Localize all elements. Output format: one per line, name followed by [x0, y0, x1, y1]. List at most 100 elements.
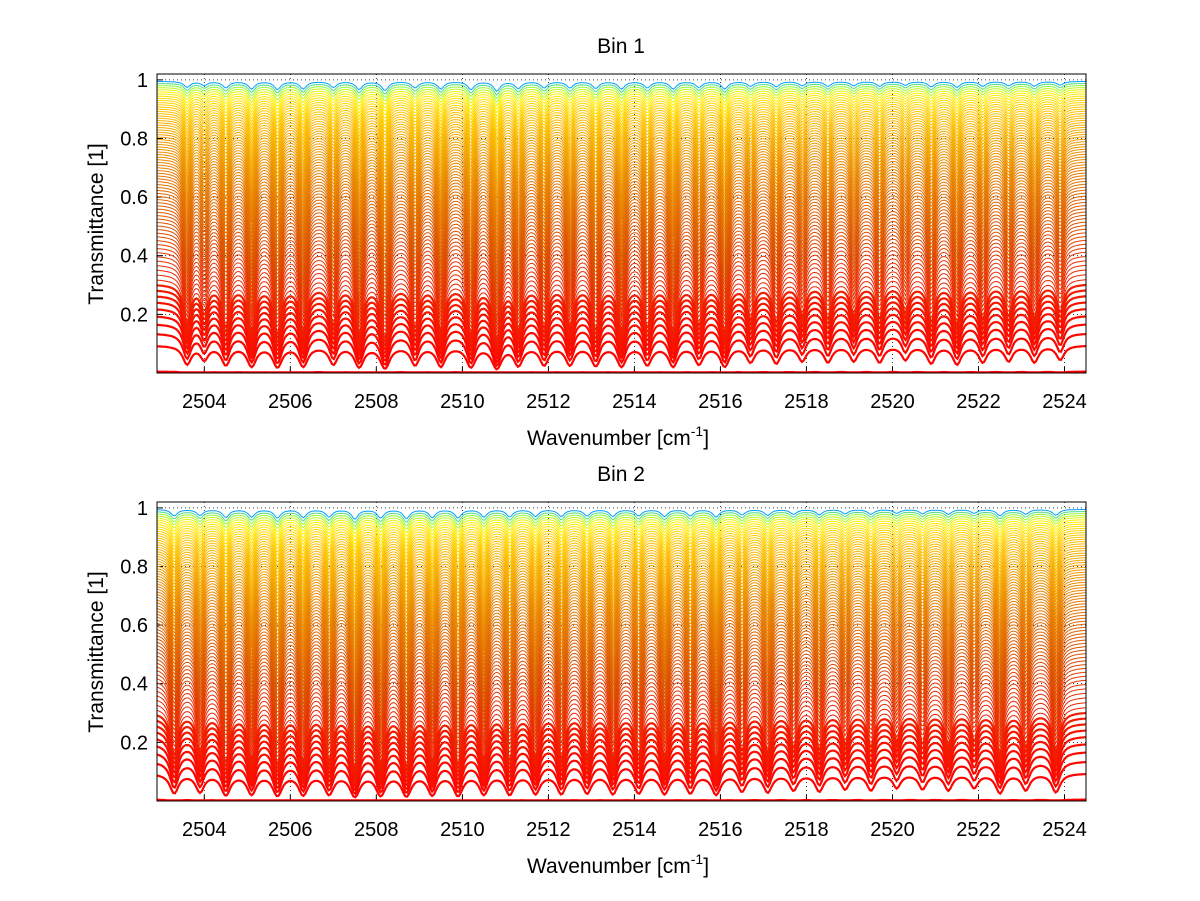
spectrum-series: [156, 532, 1087, 560]
spectrum-series: [156, 530, 1087, 556]
spectrum-series: [156, 153, 1087, 208]
spectrum-series: [156, 639, 1087, 707]
spectrum-series: [156, 115, 1087, 150]
spectrum-series: [156, 260, 1087, 325]
spectrum-series: [156, 333, 1087, 368]
spectrum-series: [156, 614, 1087, 678]
spectrum-series: [156, 141, 1087, 190]
spectrum-series: [156, 323, 1087, 365]
spectrum-series: [156, 186, 1087, 249]
spectrum-series: [156, 283, 1087, 345]
subplot-bin-1: Bin 1 2504 2506 2508 2510 2512 2514 2516 2518 25…: [85, 35, 1087, 450]
spectrum-series: [156, 589, 1087, 646]
y-tick-label: 0.8: [120, 557, 148, 579]
spectrum-series: [156, 736, 1087, 786]
spectrum-series: [156, 247, 1087, 313]
spectrum-series: [156, 584, 1087, 639]
spectrum-series: [156, 656, 1087, 725]
spectrum-series: [156, 597, 1087, 657]
spectrum-series: [156, 569, 1086, 617]
spectrum-series: [156, 519, 1086, 538]
spectrum-series: [156, 773, 1087, 799]
x-tick-label: 2524: [1042, 391, 1087, 413]
spectrum-series: [156, 232, 1087, 299]
spectrum-series: [156, 269, 1087, 332]
spectrum-series: [156, 513, 1086, 527]
spectrum-series: [156, 159, 1087, 213]
x-tick-label: 2522: [956, 819, 1001, 841]
spectrum-series: [156, 671, 1087, 739]
spectrum-series: [156, 688, 1087, 753]
spectrum-series: [156, 538, 1087, 571]
y-axis-label: Transmittance [1]: [85, 143, 108, 304]
spectrum-series: [156, 264, 1087, 329]
spectrum-series: [156, 117, 1086, 154]
spectrum-series: [156, 751, 1087, 792]
spectrum-series: [156, 133, 1087, 179]
spectrum-series: [156, 345, 1087, 371]
spectrum-series: [156, 571, 1087, 621]
x-axis-label: Wavenumber [cm-1]: [527, 851, 709, 878]
spectrum-series: [156, 541, 1086, 574]
spectrum-series: [156, 576, 1087, 628]
x-axis-label: Wavenumber [cm-1]: [527, 423, 709, 450]
x-tick-label: 2506: [268, 819, 313, 841]
spectrum-series: [156, 523, 1086, 545]
spectrum-series: [157, 89, 1087, 107]
spectrum-series: [157, 138, 1087, 186]
spectrum-series: [156, 108, 1087, 139]
spectrum-series: [156, 707, 1087, 767]
spectrum-series: [156, 136, 1086, 183]
spectrum-series: [157, 83, 1086, 96]
spectrum-series: [156, 626, 1087, 693]
spectrum-series: [156, 198, 1087, 263]
spectrum-series: [156, 295, 1087, 351]
spectrum-series: [156, 124, 1087, 165]
spectrum-series: [156, 723, 1087, 779]
spectrum-series: [156, 148, 1087, 201]
spectrum-series: [156, 129, 1086, 172]
spectrum-series: [156, 106, 1086, 136]
spectrum-series: [156, 684, 1087, 749]
spectrum-series: [156, 587, 1087, 643]
spectrum-series: [156, 102, 1087, 129]
spectrum-series: [156, 581, 1087, 635]
x-tick-label: 2516: [698, 391, 743, 413]
spectrum-series: [156, 315, 1087, 361]
spectrum-series: [156, 525, 1087, 549]
x-tick-label: 2504: [182, 391, 227, 413]
spectrum-series: [156, 175, 1087, 235]
spectrum-series: [156, 221, 1087, 288]
spectrum-series: [156, 110, 1087, 143]
x-tick-labels: 2504 2506 2508 2510 2512 2514 2516 2518 2520 2522…: [182, 819, 1087, 841]
spectrum-series: [156, 564, 1086, 610]
x-tick-label: 2518: [784, 391, 829, 413]
y-tick-labels: 0.2 0.4 0.6 0.8 1: [120, 498, 148, 755]
x-tick-label: 2512: [526, 391, 571, 413]
spectrum-series: [156, 608, 1087, 671]
spectrum-series: [156, 743, 1087, 789]
spectrum-series: [156, 623, 1087, 689]
y-tick-label: 0.2: [120, 732, 148, 754]
spectrum-series: [156, 646, 1087, 714]
spectrum-series: [156, 633, 1087, 700]
spectrum-series: [156, 370, 1086, 374]
x-tick-label: 2508: [354, 391, 399, 413]
y-tick-label: 0.6: [120, 187, 148, 209]
spectrum-series: [156, 289, 1087, 348]
spectrum-series: [156, 228, 1087, 295]
spectrum-series: [157, 113, 1086, 147]
spectrum-series: [156, 236, 1087, 302]
spectrum-series: [156, 557, 1087, 600]
x-tick-label: 2518: [784, 819, 829, 841]
spectrum-series: [156, 664, 1087, 732]
spectrum-series: [156, 274, 1087, 336]
spectrum-series: [156, 195, 1087, 260]
spectrum-series: [157, 91, 1087, 110]
spectrum-series: [156, 225, 1087, 292]
spectrum-series: [156, 119, 1086, 158]
spectrum-series: [156, 562, 1086, 607]
spectrum-series: [156, 702, 1087, 763]
spectrum-series: [156, 131, 1086, 176]
